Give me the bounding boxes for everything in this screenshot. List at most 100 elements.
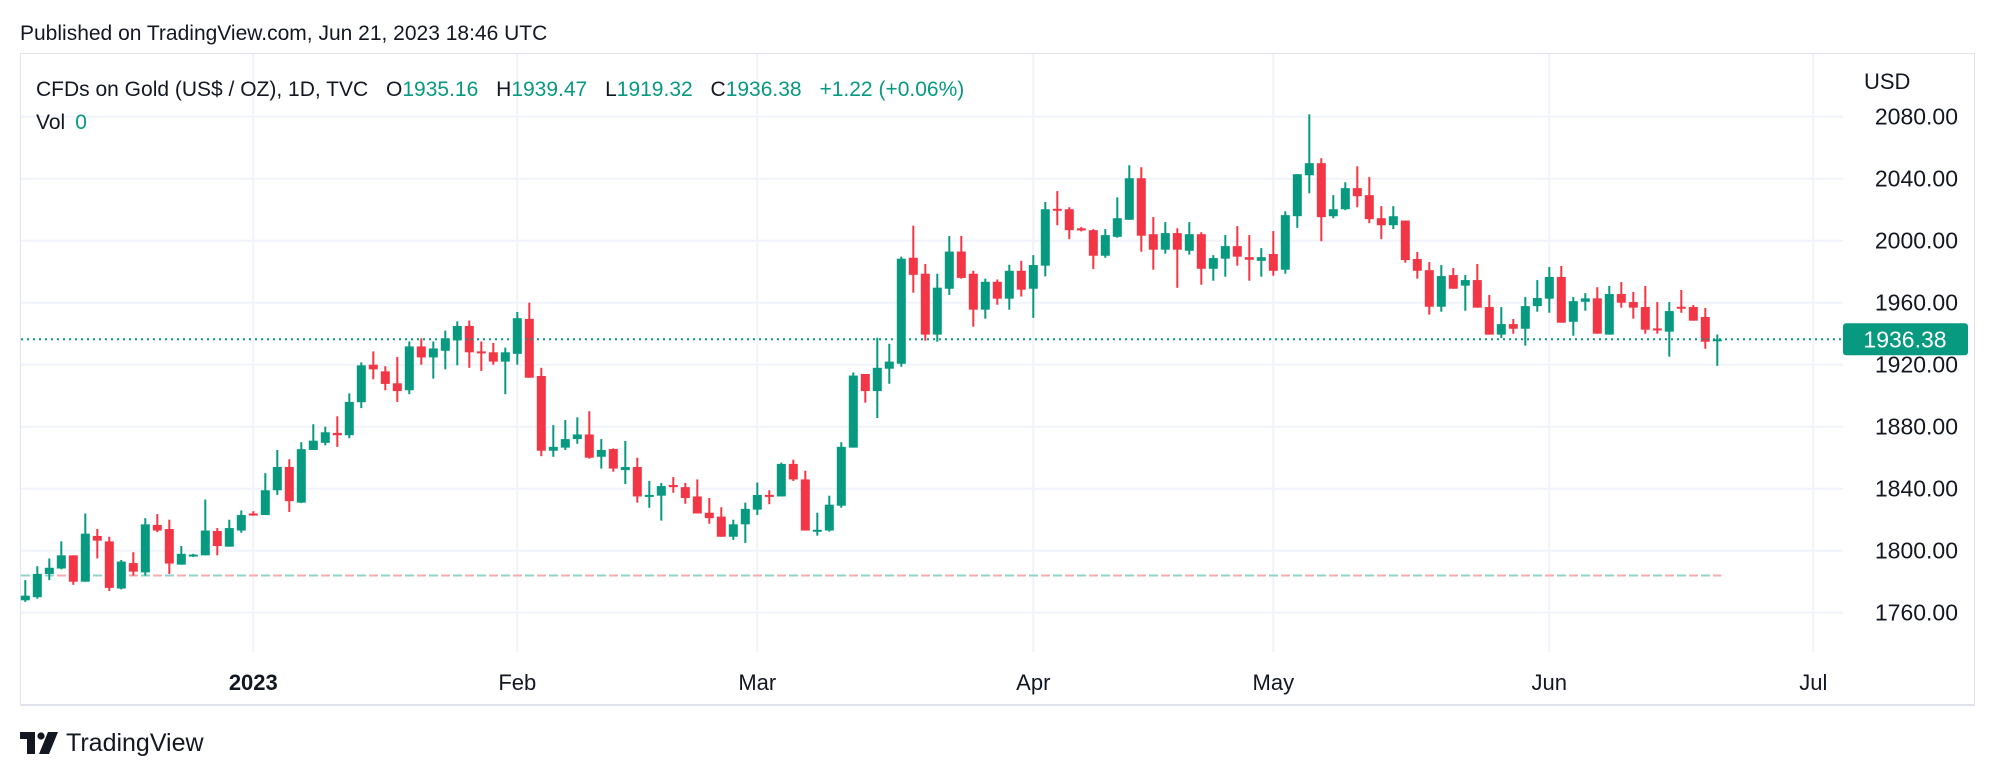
candle-up: [752, 482, 762, 516]
candle-body: [1052, 208, 1062, 211]
currency-label[interactable]: USD: [1864, 69, 1911, 94]
candle-body: [464, 325, 474, 353]
low-label: L: [605, 78, 617, 101]
candle-body: [1208, 258, 1218, 269]
candle-body: [920, 273, 930, 335]
price-tick-label: 1840.00: [1875, 476, 1958, 502]
candle-up: [1220, 235, 1230, 277]
candle-down: [1064, 207, 1074, 240]
candle-body: [992, 281, 1002, 299]
candle-up: [1544, 267, 1554, 313]
candle-wick: [1500, 307, 1503, 339]
time-tick-label: Mar: [738, 670, 776, 695]
candle-body: [704, 512, 714, 519]
candle-up: [656, 482, 666, 521]
candle-body: [536, 376, 546, 451]
candle-body: [1028, 265, 1038, 289]
candle-down: [1700, 307, 1710, 349]
candle-body: [512, 318, 522, 354]
candle-body: [800, 479, 810, 531]
candle-wick: [768, 490, 771, 505]
published-caption: Published on TradingView.com, Jun 21, 20…: [20, 22, 548, 45]
high-value: 1939.47: [511, 78, 588, 101]
candle-down: [1652, 302, 1662, 334]
price-tick-label: 2000.00: [1875, 228, 1958, 254]
candle-up: [572, 417, 582, 444]
candle-up: [1388, 206, 1398, 230]
candle-body: [440, 338, 450, 351]
candle-down: [1316, 158, 1326, 242]
price-tick-label: 2040.00: [1875, 166, 1958, 192]
candle-body: [1256, 257, 1266, 261]
candle-up: [500, 347, 510, 395]
candle-body: [1616, 294, 1626, 303]
candle-down: [992, 279, 1002, 305]
candle-wick: [672, 477, 675, 493]
candle-body: [692, 496, 702, 514]
candle-down: [968, 270, 978, 327]
candle-body: [1676, 306, 1686, 309]
candle-down: [1172, 228, 1182, 288]
candle-body: [1076, 228, 1086, 231]
candle-body: [1388, 216, 1398, 226]
chart-frame: [20, 53, 1975, 706]
candle-body: [776, 463, 786, 497]
candle-body: [1196, 234, 1206, 269]
candle-up: [1328, 195, 1338, 219]
candle-up: [1496, 307, 1506, 339]
candle-body: [632, 467, 642, 497]
tradingview-logo[interactable]: TradingView: [20, 728, 204, 758]
time-tick-label: Jul: [1799, 670, 1827, 695]
candle-body: [20, 595, 30, 601]
candle-wick: [24, 580, 27, 602]
candle-up: [560, 420, 570, 450]
open-value: 1935.16: [402, 78, 479, 101]
candle-body: [1016, 270, 1026, 290]
candle-up: [728, 519, 738, 540]
candle-down: [488, 343, 498, 365]
candle-up: [56, 541, 66, 570]
candle-up: [776, 462, 786, 497]
candle-down: [536, 367, 546, 457]
candle-body: [1376, 218, 1386, 226]
candle-up: [740, 502, 750, 543]
candle-body: [1280, 215, 1290, 270]
candle-body: [344, 401, 354, 436]
candle-up: [644, 480, 654, 508]
candle-up: [512, 312, 522, 365]
candle-up: [260, 473, 270, 516]
candle-body: [1184, 234, 1194, 251]
time-tick-label: Apr: [1016, 670, 1050, 695]
candle-down: [1244, 235, 1254, 281]
price-tick-label: 1760.00: [1875, 600, 1958, 626]
candle-body: [380, 371, 390, 384]
candle-up: [1112, 197, 1122, 238]
candle-up: [440, 330, 450, 370]
candle-up: [1004, 264, 1014, 310]
candle-wick: [432, 341, 435, 379]
brand-name: TradingView: [66, 728, 204, 757]
volume-legend: Vol 0: [36, 109, 87, 137]
candle-down: [1136, 167, 1146, 252]
candle-wick: [1116, 197, 1119, 238]
candle-wick: [204, 499, 207, 556]
candle-down: [284, 459, 294, 512]
candle-wick: [708, 498, 711, 524]
candle-up: [1460, 275, 1470, 311]
candle-up: [404, 341, 414, 395]
candle-up: [824, 495, 834, 532]
candle-body: [272, 467, 282, 491]
candle-body: [572, 434, 582, 440]
candle-down: [1688, 305, 1698, 321]
candle-body: [368, 364, 378, 370]
candle-up: [80, 513, 90, 582]
candle-body: [428, 348, 438, 358]
symbol-title[interactable]: CFDs on Gold (US$ / OZ), 1D, TVC: [36, 78, 369, 101]
candle-down: [680, 482, 690, 504]
candle-body: [1292, 174, 1302, 217]
candle-up: [848, 372, 858, 448]
candle-down: [392, 356, 402, 402]
candle-up: [428, 341, 438, 379]
candle-up: [980, 278, 990, 319]
